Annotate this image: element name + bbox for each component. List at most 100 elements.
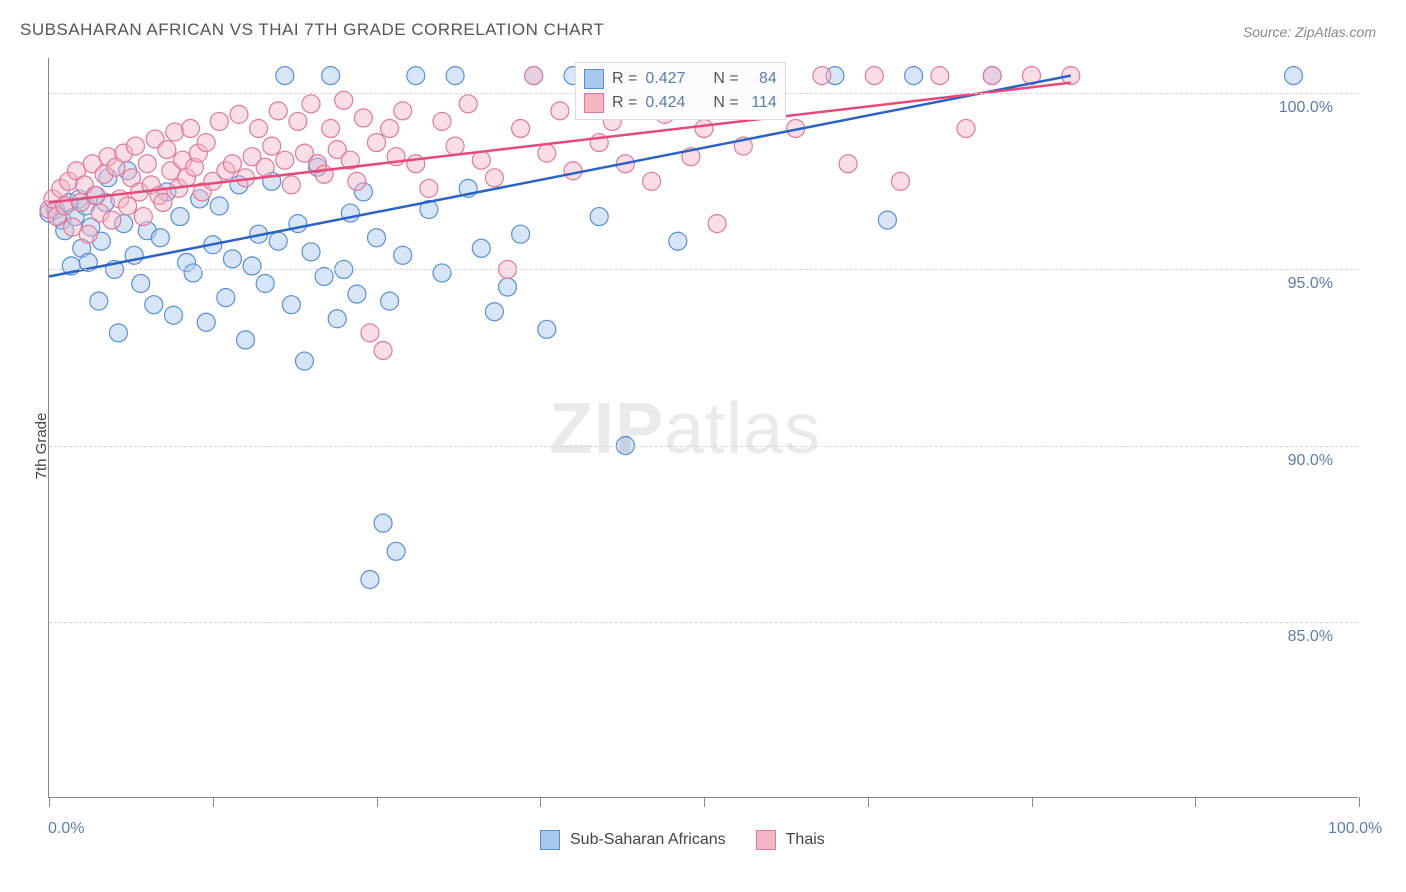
data-point: [538, 320, 556, 338]
legend-n-value: 84: [747, 70, 777, 88]
data-point: [695, 119, 713, 137]
y-tick-label: 95.0%: [1263, 275, 1333, 293]
legend-r-value: 0.427: [645, 70, 685, 88]
x-tick: [1032, 797, 1033, 807]
data-point: [276, 67, 294, 85]
data-point: [813, 67, 831, 85]
data-point: [485, 303, 503, 321]
legend-row: R = 0.427 N = 84: [584, 67, 777, 91]
data-point: [538, 144, 556, 162]
data-point: [394, 246, 412, 264]
data-point: [223, 250, 241, 268]
legend-r-label: R =: [612, 94, 637, 112]
data-point: [217, 289, 235, 307]
data-point: [433, 112, 451, 130]
data-point: [154, 193, 172, 211]
data-point: [865, 67, 883, 85]
data-point: [433, 264, 451, 282]
data-point: [387, 542, 405, 560]
scatter-svg: [49, 58, 1359, 798]
x-tick: [49, 797, 50, 807]
data-point: [256, 275, 274, 293]
data-point: [90, 292, 108, 310]
data-point: [322, 67, 340, 85]
data-point: [282, 176, 300, 194]
data-point: [315, 165, 333, 183]
data-point: [407, 155, 425, 173]
y-tick-label: 100.0%: [1263, 99, 1333, 117]
data-point: [243, 257, 261, 275]
data-point: [420, 179, 438, 197]
y-tick-label: 85.0%: [1263, 628, 1333, 646]
data-point: [256, 158, 274, 176]
data-point: [551, 102, 569, 120]
data-point: [368, 134, 386, 152]
series-legend: Sub-Saharan AfricansThais: [540, 830, 845, 850]
data-point: [931, 67, 949, 85]
data-point: [282, 296, 300, 314]
data-point: [171, 208, 189, 226]
data-point: [892, 172, 910, 190]
data-point: [374, 341, 392, 359]
x-tick: [540, 797, 541, 807]
data-point: [512, 225, 530, 243]
legend-swatch: [540, 830, 560, 850]
data-point: [151, 229, 169, 247]
chart-title: SUBSAHARAN AFRICAN VS THAI 7TH GRADE COR…: [20, 20, 604, 40]
data-point: [499, 278, 517, 296]
data-point: [79, 225, 97, 243]
data-point: [210, 112, 228, 130]
data-point: [446, 67, 464, 85]
data-point: [643, 172, 661, 190]
data-point: [158, 141, 176, 159]
data-point: [230, 105, 248, 123]
data-point: [145, 296, 163, 314]
data-point: [354, 109, 372, 127]
data-point: [237, 331, 255, 349]
data-point: [407, 67, 425, 85]
data-point: [374, 514, 392, 532]
data-point: [109, 324, 127, 342]
data-point: [878, 211, 896, 229]
gridline: [49, 622, 1358, 623]
data-point: [197, 134, 215, 152]
data-point: [302, 243, 320, 261]
legend-series-label: Sub-Saharan Africans: [570, 831, 726, 849]
data-point: [197, 313, 215, 331]
data-point: [269, 102, 287, 120]
legend-row: R = 0.424N = 114: [584, 91, 777, 115]
data-point: [184, 264, 202, 282]
data-point: [348, 285, 366, 303]
legend-r-label: R =: [612, 70, 637, 88]
data-point: [459, 95, 477, 113]
data-point: [269, 232, 287, 250]
x-tick: [1359, 797, 1360, 807]
x-tick: [377, 797, 378, 807]
data-point: [295, 352, 313, 370]
data-point: [126, 137, 144, 155]
data-point: [302, 95, 320, 113]
legend-n-label: N =: [713, 70, 738, 88]
x-tick: [213, 797, 214, 807]
data-point: [1285, 67, 1303, 85]
data-point: [328, 310, 346, 328]
data-point: [103, 211, 121, 229]
data-point: [210, 197, 228, 215]
data-point: [525, 67, 543, 85]
data-point: [166, 123, 184, 141]
x-tick-label: 0.0%: [48, 820, 84, 838]
data-point: [381, 119, 399, 137]
data-point: [164, 306, 182, 324]
data-point: [250, 119, 268, 137]
data-point: [223, 155, 241, 173]
data-point: [361, 324, 379, 342]
data-point: [839, 155, 857, 173]
data-point: [564, 162, 582, 180]
data-point: [361, 571, 379, 589]
data-point: [708, 215, 726, 233]
legend-swatch: [756, 830, 776, 850]
y-tick-label: 90.0%: [1263, 452, 1333, 470]
data-point: [957, 119, 975, 137]
source-label: Source: ZipAtlas.com: [1243, 24, 1376, 40]
x-tick: [868, 797, 869, 807]
